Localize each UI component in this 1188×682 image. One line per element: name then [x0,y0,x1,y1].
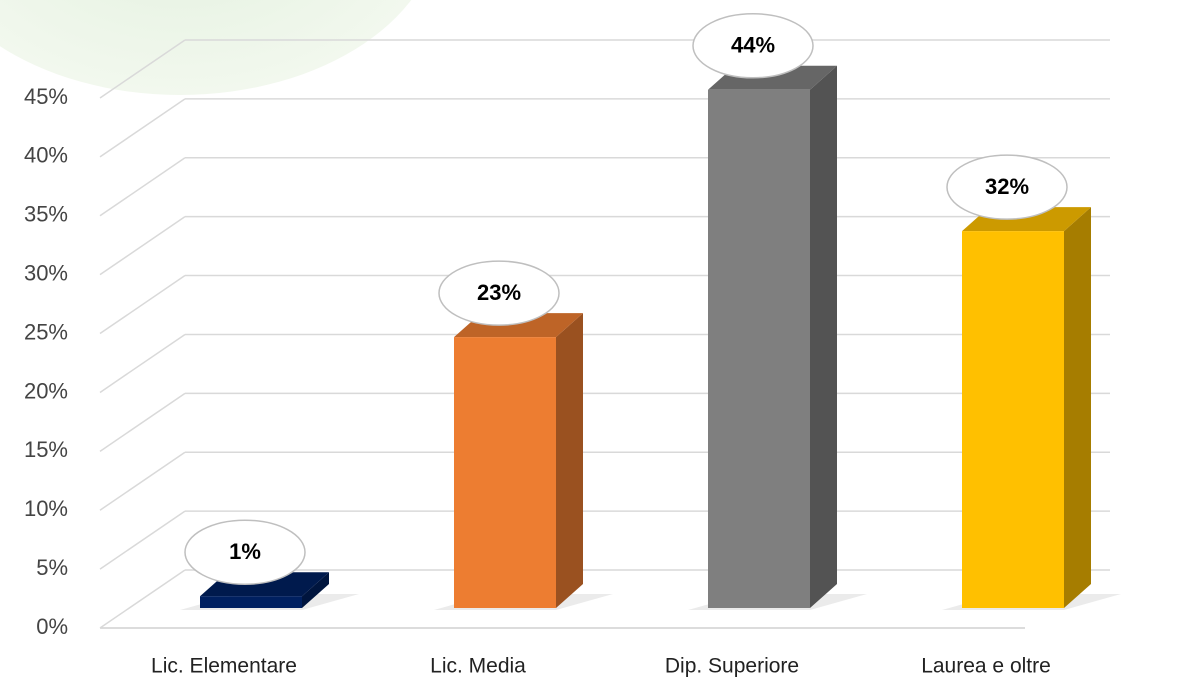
bar [454,337,556,608]
value-callout [184,519,306,585]
value-label: 1% [229,539,261,564]
grid-line [99,39,186,99]
x-tick-label: Lic. Media [430,655,526,678]
value-callout [438,260,560,326]
grid-line [99,333,186,394]
y-tick-label: 45% [24,84,68,109]
bar [962,231,1064,608]
x-tick-label: Dip. Superiore [665,655,799,678]
value-label: 23% [477,280,521,305]
x-tick-label: Laurea e oltre [921,655,1051,678]
y-tick-label: 35% [24,202,68,227]
grid-line [99,392,186,452]
bar-side [556,313,583,608]
x-tick-label: Lic. Elementare [151,655,297,678]
grid-line [99,216,186,276]
grid-line [99,98,186,158]
grid-line [99,451,186,511]
decoration [0,0,412,95]
bar [200,596,302,608]
value-callout [946,154,1068,220]
bar-side [302,572,329,608]
grid-line [99,510,186,570]
y-tick-label: 20% [24,378,68,403]
grid-line [99,274,186,335]
value-callout [692,13,814,79]
y-tick-label: 0% [36,614,68,639]
value-label: 44% [731,33,775,58]
bar-side [1064,207,1091,608]
bar [708,89,810,609]
y-tick-label: 10% [24,496,68,521]
y-tick-label: 15% [24,437,68,462]
y-tick-label: 30% [24,260,68,285]
grid-line [99,157,186,217]
grid-line [99,569,186,629]
value-label: 32% [985,174,1029,199]
y-tick-label: 25% [24,319,68,344]
bar-side [810,65,837,609]
y-tick-label: 5% [36,555,68,580]
y-tick-label: 40% [24,143,68,168]
